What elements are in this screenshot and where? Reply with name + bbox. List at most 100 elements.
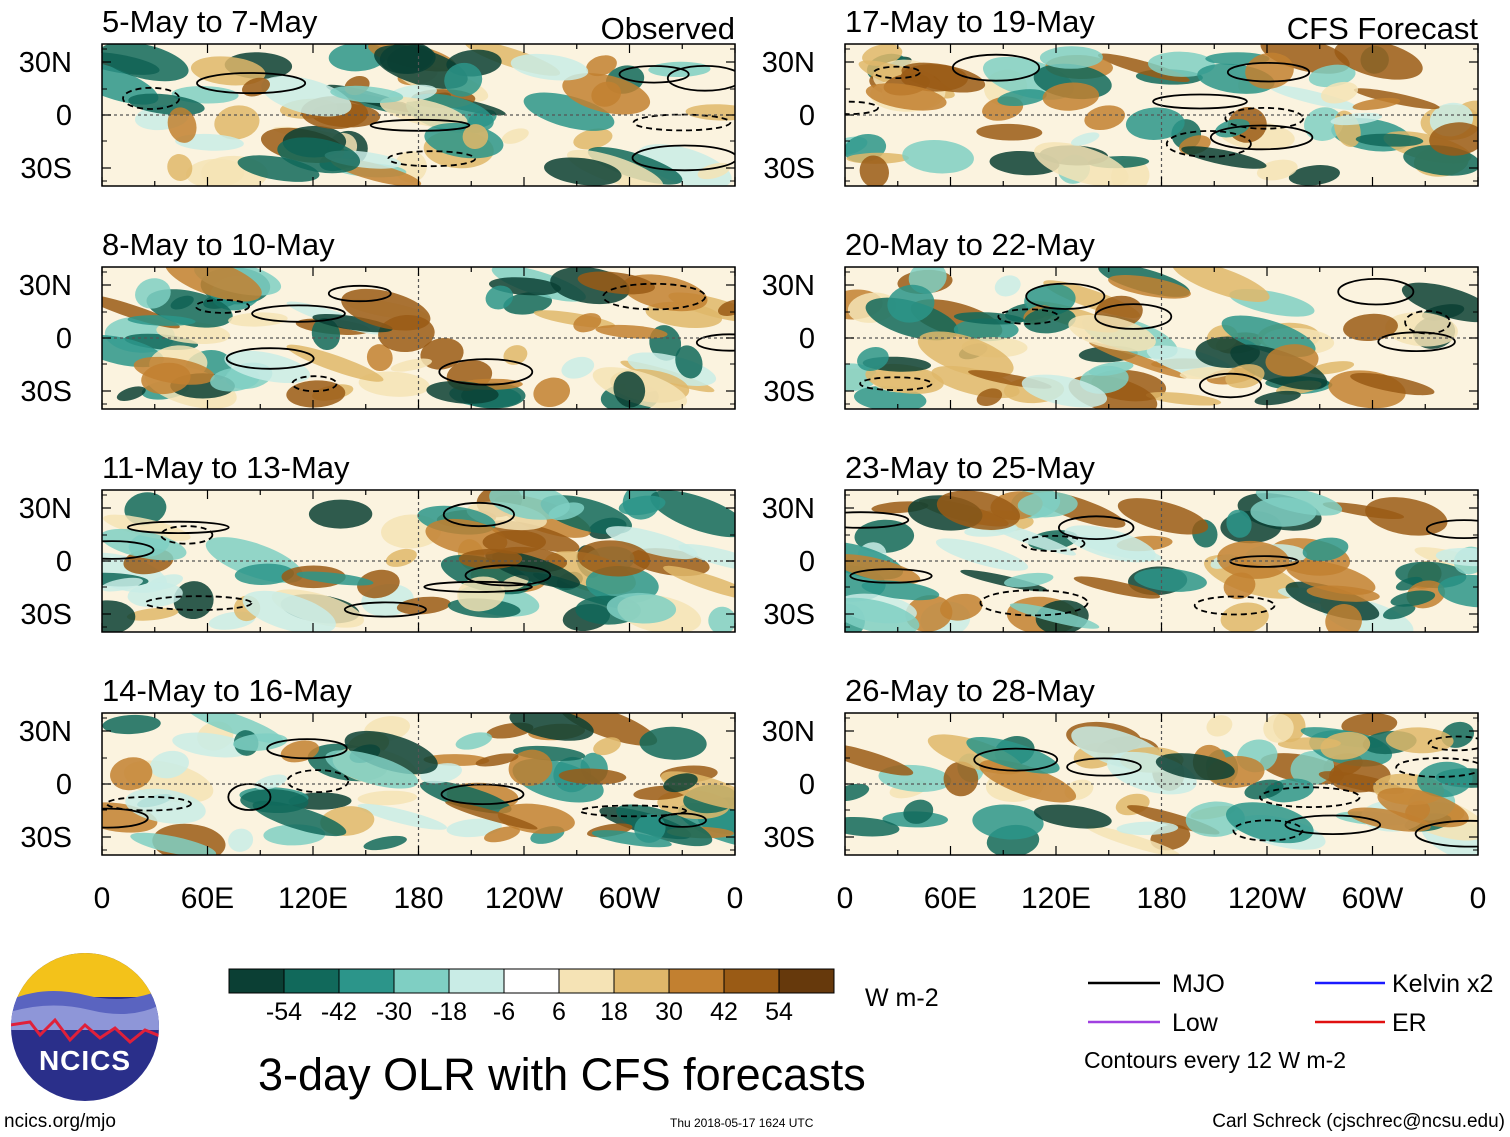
lat-tick-label: 30S	[20, 376, 72, 408]
colorbar-tick-label: -54	[266, 998, 302, 1026]
lat-tick-label: 30S	[20, 599, 72, 631]
lon-tick-label: 0	[1470, 882, 1487, 915]
lat-tick-label: 30N	[762, 270, 815, 302]
colorbar-tick-label: 54	[765, 998, 793, 1026]
panel-period-title: 20-May to 22-May	[845, 227, 1095, 262]
colorbar-tick-label: -42	[321, 998, 357, 1026]
panel-period-title: 26-May to 28-May	[845, 673, 1095, 708]
colorbar-swatch	[503, 968, 560, 994]
lon-tick-label: 180	[1136, 882, 1186, 915]
footer-timestamp: Thu 2018-05-17 1624 UTC	[670, 1116, 814, 1130]
lon-tick-label: 0	[727, 882, 744, 915]
colorbar-units: W m-2	[865, 984, 939, 1012]
olr-anomaly-field	[845, 490, 1478, 632]
section-label-left: Observed	[601, 11, 735, 46]
section-label-right: CFS Forecast	[1287, 11, 1479, 46]
lon-tick-label: 60E	[181, 882, 234, 915]
lat-tick-label: 0	[799, 100, 815, 132]
olr-panel-right-3: 30N 0 30S 23-May to 25-May	[762, 450, 1479, 633]
colorbar-tick-label: 42	[710, 998, 738, 1026]
olr-panel-left-1: 30N 0 30S 5-May to 7-May Observed	[19, 4, 736, 187]
lon-tick-label: 0	[94, 882, 111, 915]
lat-tick-label: 0	[56, 100, 72, 132]
lat-tick-label: 30N	[762, 47, 815, 79]
lat-tick-label: 30N	[19, 47, 72, 79]
lat-tick-label: 0	[56, 769, 72, 801]
olr-anomaly-field	[845, 44, 1478, 186]
colorbar-tick-label: 18	[600, 998, 628, 1026]
lon-tick-label: 60E	[924, 882, 977, 915]
colorbar: -54 -42 -30 -18 -6 6 18 30 42 54	[228, 968, 835, 1026]
lon-tick-label: 60W	[599, 882, 661, 915]
lat-tick-label: 30N	[19, 493, 72, 525]
lat-tick-label: 30N	[19, 270, 72, 302]
lon-tick-label: 60W	[1342, 882, 1404, 915]
panel-period-title: 14-May to 16-May	[102, 673, 352, 708]
lon-tick-label: 120E	[278, 882, 348, 915]
colorbar-swatch	[778, 968, 835, 994]
olr-anomaly-field	[102, 490, 735, 632]
panel-period-title: 17-May to 19-May	[845, 4, 1095, 39]
lon-tick-label: 0	[837, 882, 854, 915]
panel-period-title: 11-May to 13-May	[102, 450, 350, 485]
main-title: 3-day OLR with CFS forecasts	[258, 1049, 866, 1100]
logo-text: NCICS	[39, 1045, 131, 1076]
colorbar-swatch	[613, 968, 670, 994]
olr-panel-left-2: 30N 0 30S 8-May to 10-May	[19, 227, 736, 410]
lat-tick-label: 30S	[763, 599, 815, 631]
lat-tick-label: 30S	[20, 153, 72, 185]
olr-panel-right-1: 30N 0 30S 17-May to 19-May CFS Forecast	[762, 4, 1479, 187]
lat-tick-label: 30S	[763, 153, 815, 185]
olr-panel-right-2: 30N 0 30S 20-May to 22-May	[762, 227, 1479, 410]
lon-axis-left: 0 60E 120E 180 120W 60W 0	[94, 882, 744, 915]
colorbar-swatch	[228, 968, 285, 994]
lat-tick-label: 0	[799, 323, 815, 355]
colorbar-tick-label: 6	[552, 998, 566, 1026]
footer-url: ncics.org/mjo	[4, 1111, 116, 1132]
colorbar-swatch	[558, 968, 615, 994]
panel-period-title: 5-May to 7-May	[102, 4, 318, 39]
lat-tick-label: 0	[56, 546, 72, 578]
olr-panel-left-4: 30N 0 30S 14-May to 16-May	[19, 673, 736, 856]
lat-tick-label: 30S	[763, 822, 815, 854]
olr-anomaly-field	[845, 713, 1478, 855]
colorbar-swatch	[393, 968, 450, 994]
legend-label-mjo: MJO	[1172, 970, 1225, 998]
lat-tick-label: 0	[799, 546, 815, 578]
olr-anomaly-field	[102, 713, 735, 855]
legend-label-kelvin: Kelvin x2	[1392, 970, 1493, 998]
lat-tick-label: 30N	[762, 716, 815, 748]
colorbar-swatch	[668, 968, 725, 994]
panel-period-title: 8-May to 10-May	[102, 227, 335, 262]
footer-author: Carl Schreck (cjschrec@ncsu.edu)	[1212, 1111, 1505, 1132]
lat-tick-label: 0	[56, 323, 72, 355]
ncics-logo: NCICS	[11, 953, 159, 1101]
lat-tick-label: 30S	[20, 822, 72, 854]
olr-anomaly-field	[102, 44, 735, 186]
olr-anomaly-field	[102, 267, 735, 409]
lon-tick-label: 120W	[485, 882, 564, 915]
olr-anomaly-field	[845, 267, 1478, 409]
colorbar-swatch	[283, 968, 340, 994]
panels-group: 30N 0 30S 5-May to 7-May Observed 30N 0 30S 8-Ma…	[19, 4, 1487, 915]
colorbar-swatch	[338, 968, 395, 994]
colorbar-swatch	[723, 968, 780, 994]
legend-label-er: ER	[1392, 1009, 1427, 1037]
panel-period-title: 23-May to 25-May	[845, 450, 1095, 485]
colorbar-tick-label: -6	[493, 998, 515, 1026]
lat-tick-label: 30N	[19, 716, 72, 748]
lat-tick-label: 30S	[763, 376, 815, 408]
lon-tick-label: 180	[393, 882, 443, 915]
colorbar-tick-label: 30	[655, 998, 683, 1026]
lon-axis-right: 0 60E 120E 180 120W 60W 0	[837, 882, 1487, 915]
olr-panel-right-4: 30N 0 30S 26-May to 28-May	[762, 673, 1479, 856]
contour-note: Contours every 12 W m-2	[1084, 1047, 1346, 1073]
legend: MJO Kelvin x2 Low ER Contours every 12 W…	[1084, 970, 1493, 1073]
lon-tick-label: 120W	[1228, 882, 1307, 915]
colorbar-swatch	[448, 968, 505, 994]
colorbar-tick-label: -30	[376, 998, 412, 1026]
lat-tick-label: 30N	[762, 493, 815, 525]
colorbar-tick-label: -18	[431, 998, 467, 1026]
lon-tick-label: 120E	[1021, 882, 1091, 915]
